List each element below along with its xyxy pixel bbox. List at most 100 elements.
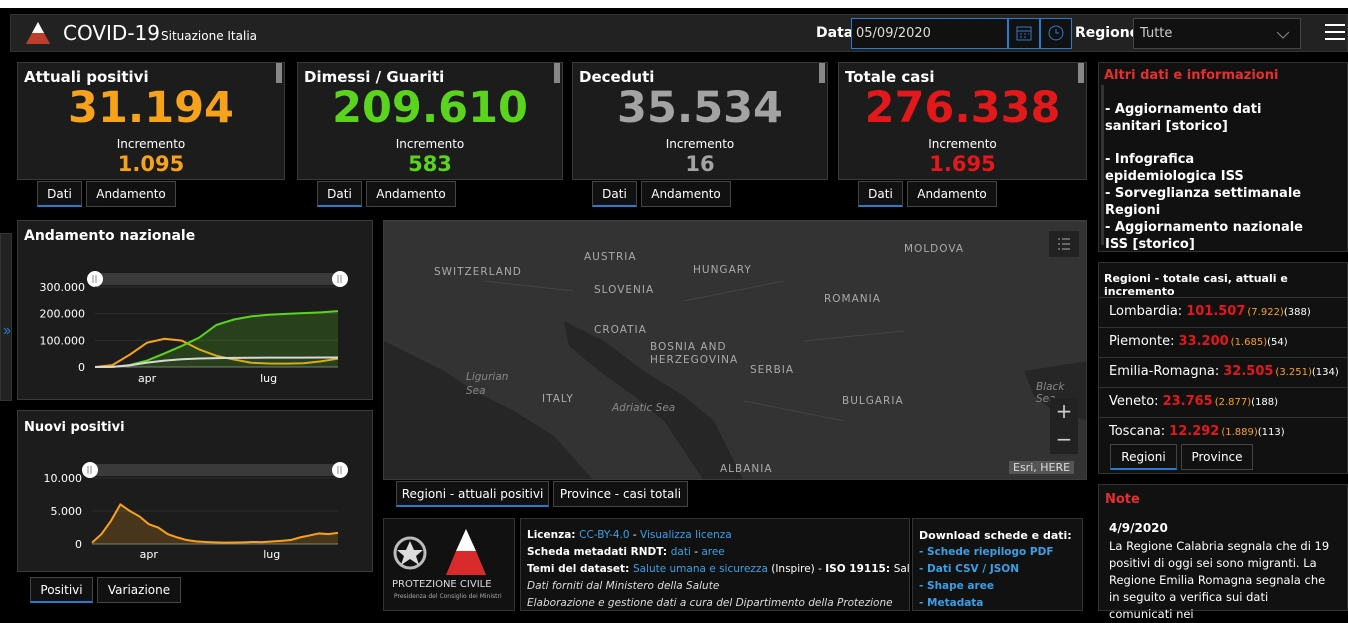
note-text: La Regione Calabria segnala che di 19 po… bbox=[1109, 538, 1334, 623]
region-increment: (188) bbox=[1251, 397, 1278, 408]
map-label: ROMANIA bbox=[824, 293, 881, 305]
download-link[interactable]: - Shape aree bbox=[919, 580, 994, 592]
logo-text: PROTEZIONE CIVILE bbox=[392, 579, 492, 590]
links-panel: Altri dati e informazioni - Aggiornamento… bbox=[1098, 62, 1348, 252]
chart-panel: Andamento nazionale bbox=[17, 220, 373, 400]
info-link[interactable]: - Aggiornamento nazionale ISS [storico] bbox=[1105, 219, 1305, 253]
region-select[interactable]: Tutte bbox=[1133, 18, 1301, 49]
region-increment: (388) bbox=[1284, 307, 1311, 318]
info-line: Dati forniti dal Ministero della Salute bbox=[527, 580, 719, 592]
info-text: Elaborazione e gestione dati a cura del … bbox=[527, 597, 893, 609]
regions-title: Regioni - totale casi, attuali e increme… bbox=[1104, 272, 1347, 298]
info-link[interactable]: dati bbox=[671, 546, 691, 558]
tab[interactable]: Province - casi totali bbox=[553, 481, 688, 507]
region-name: Piemonte: bbox=[1109, 334, 1175, 349]
info-text: Temi del dataset: bbox=[527, 563, 633, 575]
zoom-in[interactable]: + bbox=[1050, 398, 1078, 426]
tab[interactable]: Andamento bbox=[641, 181, 731, 207]
region-increment: (54) bbox=[1267, 337, 1288, 348]
download-link[interactable]: - Schede riepilogo PDF bbox=[919, 546, 1054, 558]
tab[interactable]: Dati bbox=[592, 181, 637, 207]
info-text: - bbox=[691, 546, 701, 558]
increment-label: Incremento bbox=[573, 137, 827, 151]
info-text: (Inspire) - bbox=[768, 563, 825, 575]
map-label: SLOVENIA bbox=[594, 284, 654, 296]
side-toggle[interactable] bbox=[0, 233, 12, 401]
map-label: ALBANIA bbox=[720, 463, 773, 475]
info-link[interactable]: - Aggiornamento dati sanitari [storico] bbox=[1105, 101, 1305, 135]
download-link[interactable]: - Dati CSV / JSON bbox=[919, 563, 1019, 575]
map-label: AUSTRIA bbox=[584, 251, 637, 263]
card-scrollbar bbox=[1078, 63, 1084, 83]
info-text: Licenza: bbox=[527, 529, 579, 541]
footer-logo: PROTEZIONE CIVILE Presidenza del Consigli… bbox=[383, 518, 515, 611]
info-link[interactable]: CC-BY-4.0 bbox=[579, 529, 629, 541]
map-label: SWITZERLAND bbox=[434, 266, 522, 278]
increment-value: 1.095 bbox=[18, 152, 284, 176]
tab[interactable]: Dati bbox=[37, 181, 82, 207]
menu-button[interactable] bbox=[1325, 23, 1345, 41]
regions-panel: Regioni - totale casi, attuali e increme… bbox=[1098, 262, 1348, 474]
info-link[interactable]: - Infografica epidemiologica ISS bbox=[1105, 151, 1305, 185]
map-label: Ligurian bbox=[466, 371, 508, 383]
tab[interactable]: Regioni - attuali positivi bbox=[396, 481, 549, 507]
region-name: Veneto: bbox=[1109, 394, 1159, 409]
region-total: 32.505 bbox=[1223, 364, 1273, 379]
card-value: 35.534 bbox=[573, 83, 827, 133]
layer-list-button[interactable] bbox=[1049, 231, 1079, 257]
map-label: MOLDOVA bbox=[904, 243, 964, 255]
tab[interactable]: Positivi bbox=[30, 577, 93, 603]
info-link[interactable]: aree bbox=[701, 546, 724, 558]
region-name: Lombardia: bbox=[1109, 304, 1182, 319]
region-row: Toscana:12.292(1.889)(113) bbox=[1099, 417, 1347, 447]
region-current: (1.889) bbox=[1221, 427, 1257, 438]
note-date: 4/9/2020 bbox=[1109, 521, 1168, 535]
app-title: COVID-19 bbox=[63, 21, 160, 45]
tab[interactable]: Regioni bbox=[1110, 444, 1177, 470]
map-label: HERZEGOVINA bbox=[650, 354, 738, 366]
info-line: Scheda metadati RNDT: dati - aree bbox=[527, 546, 725, 558]
region-name: Emilia-Romagna: bbox=[1109, 364, 1219, 379]
tab[interactable]: Province bbox=[1181, 444, 1253, 470]
info-link[interactable]: Salute umana e sicurezza bbox=[633, 563, 768, 575]
chart-title: Nuovi positivi bbox=[24, 420, 125, 435]
region-row: Emilia-Romagna:32.505(3.251)(134) bbox=[1099, 357, 1347, 387]
stat-card: Totale casi276.338Incremento1.695 bbox=[838, 62, 1087, 180]
logo-subtext: Presidenza del Consiglio dei Ministri bbox=[394, 593, 502, 600]
footer-downloads: Download schede e dati: - Schede riepilog… bbox=[912, 518, 1083, 611]
zoom-out[interactable]: − bbox=[1050, 426, 1078, 454]
map-label: BULGARIA bbox=[842, 395, 904, 407]
card-scrollbar bbox=[554, 63, 560, 83]
date-input[interactable]: 05/09/2020 bbox=[851, 18, 1008, 49]
info-link[interactable]: - Sorveglianza settimanale Regioni bbox=[1105, 185, 1305, 219]
map-label: CROATIA bbox=[594, 324, 647, 336]
links-title: Altri dati e informazioni bbox=[1104, 68, 1278, 83]
info-link[interactable]: Visualizza licenza bbox=[640, 529, 732, 541]
tab[interactable]: Dati bbox=[317, 181, 362, 207]
map-label: Adriatic Sea bbox=[612, 402, 675, 414]
stat-card: Dimessi / Guariti209.610Incremento583 bbox=[297, 62, 563, 180]
region-increment: (113) bbox=[1258, 427, 1285, 438]
tab[interactable]: Andamento bbox=[366, 181, 456, 207]
tab[interactable]: Dati bbox=[858, 181, 903, 207]
tab[interactable]: Andamento bbox=[907, 181, 997, 207]
calendar-button[interactable] bbox=[1008, 18, 1040, 49]
tab[interactable]: Variazione bbox=[97, 577, 181, 603]
map-label: Sea bbox=[466, 385, 486, 397]
downloads-title: Download schede e dati: bbox=[919, 529, 1072, 542]
region-current: (2.877) bbox=[1215, 397, 1251, 408]
links-scrollbar bbox=[1101, 85, 1104, 245]
increment-value: 16 bbox=[573, 152, 827, 176]
map-label: HUNGARY bbox=[693, 264, 752, 276]
map: SWITZERLAND AUSTRIA HUNGARY MOLDOVA SLOVENIA… bbox=[383, 220, 1087, 480]
note-panel: Note4/9/2020La Regione Calabria segnala … bbox=[1098, 484, 1348, 611]
tab[interactable]: Andamento bbox=[86, 181, 176, 207]
date-label: Data bbox=[816, 25, 853, 41]
region-increment: (134) bbox=[1312, 367, 1339, 378]
time-button[interactable] bbox=[1040, 18, 1072, 49]
region-row: Piemonte:33.200(1.685)(54) bbox=[1099, 327, 1347, 357]
region-total: 12.292 bbox=[1169, 424, 1219, 439]
region-label: Regione bbox=[1075, 25, 1139, 41]
download-link[interactable]: - Metadata bbox=[919, 597, 983, 609]
